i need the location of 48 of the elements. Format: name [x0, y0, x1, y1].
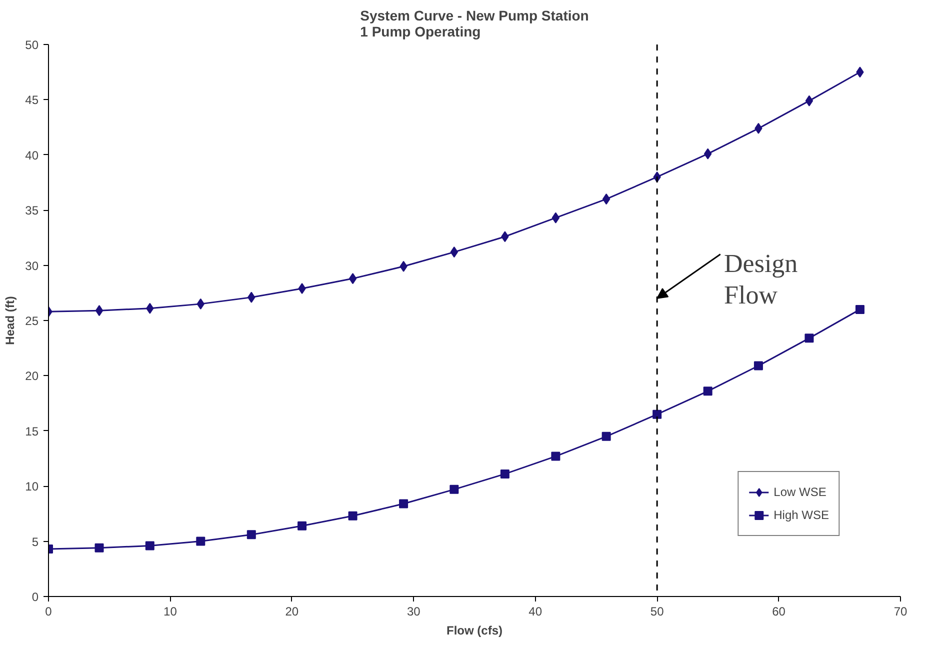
point: [652, 410, 662, 419]
y-tick-label: 30: [25, 258, 39, 273]
point: [298, 521, 307, 530]
y-tick-label: 25: [25, 314, 39, 328]
y-tick-label: 50: [25, 38, 39, 52]
point: [552, 212, 560, 224]
y-tick-label: 20: [25, 369, 39, 384]
y-axis-title: Head (ft): [3, 296, 18, 345]
point: [855, 304, 864, 314]
x-tick-label: 20: [285, 604, 299, 618]
point: [450, 246, 458, 258]
point: [246, 530, 256, 540]
y-tick-label: 45: [25, 93, 39, 108]
x-tick-label: 10: [164, 604, 178, 618]
annotation: Design Flow: [724, 248, 798, 310]
point: [602, 194, 610, 205]
point: [602, 432, 611, 441]
y-tick-label: 40: [25, 148, 39, 162]
y-tick-label: 5: [32, 534, 39, 549]
point: [754, 361, 763, 370]
y-tick-label: 35: [25, 204, 39, 218]
point: [196, 536, 206, 546]
legend-label: Low WSE: [774, 485, 826, 499]
point: [805, 95, 814, 106]
point: [95, 305, 104, 316]
chart-title: System Curve - New Pump Station 1 Pump Operating: [360, 8, 589, 40]
y-tick-label: 10: [25, 480, 39, 494]
point: [348, 273, 357, 284]
point: [94, 543, 104, 552]
point: [450, 484, 459, 494]
point: [804, 334, 814, 343]
x-tick-label: 60: [772, 604, 786, 618]
y-tick-label: 15: [25, 424, 39, 438]
x-tick-label: 50: [650, 604, 664, 618]
point: [399, 499, 408, 508]
point: [551, 452, 560, 461]
x-tick-label: 70: [894, 604, 908, 618]
point: [703, 386, 712, 396]
x-tick-label: 0: [45, 604, 52, 618]
point: [145, 541, 154, 550]
point: [348, 511, 358, 520]
point: [500, 469, 510, 478]
x-tick-label: 30: [406, 604, 421, 618]
x-tick-label: 40: [528, 604, 542, 618]
x-axis-title: Flow (cfs): [446, 624, 503, 638]
y-tick-label: 0: [32, 590, 39, 604]
legend-label: High WSE: [774, 508, 829, 522]
point: [704, 148, 712, 160]
